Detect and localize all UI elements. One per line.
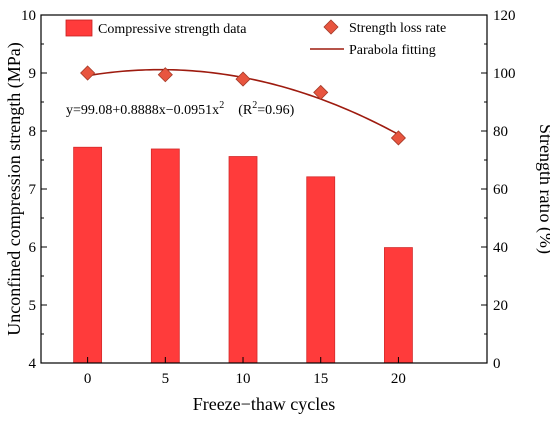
bar-3 xyxy=(306,176,336,364)
y-left-tick-label-0: 4 xyxy=(29,356,37,372)
y-right-tick-label-4: 80 xyxy=(493,124,508,140)
point-2 xyxy=(235,71,251,87)
x-tick-label-3: 15 xyxy=(313,371,328,387)
points-layer xyxy=(80,65,406,146)
y-right-tick-label-0: 0 xyxy=(493,356,501,372)
y-left-tick-label-4: 8 xyxy=(29,124,37,140)
equation-annotation: y=99.08+0.8888x−0.0951x2 (R2=0.96) xyxy=(66,100,295,118)
legend-swatch-bar xyxy=(65,19,93,37)
y-right-tick-label-2: 40 xyxy=(493,240,508,256)
y-left-ticks: 4 5 6 7 8 9 10 xyxy=(21,8,47,372)
bar-0 xyxy=(73,146,103,364)
y-left-axis-title: Unconfined compression strength (MPa) xyxy=(4,42,25,335)
plot-frame xyxy=(40,14,488,364)
point-4 xyxy=(390,130,406,146)
y-left-tick-label-3: 7 xyxy=(29,182,37,198)
x-tick-label-1: 5 xyxy=(162,371,170,387)
legend: Compressive strength data Strength loss … xyxy=(65,19,446,58)
y-left-tick-label-1: 5 xyxy=(29,298,37,314)
y-right-ticks: 0 20 40 60 80 100 120 xyxy=(481,8,516,372)
y-right-tick-label-3: 60 xyxy=(493,182,508,198)
y-left-tick-label-5: 9 xyxy=(29,66,37,82)
bar-2 xyxy=(228,156,258,364)
x-ticks: 0 5 10 15 20 xyxy=(84,357,406,387)
y-right-tick-label-6: 120 xyxy=(493,8,516,24)
bar-1 xyxy=(150,148,180,364)
r2-open: (R xyxy=(238,103,253,118)
equation-exponent: 2 xyxy=(219,100,224,111)
equation-text: y=99.08+0.8888x−0.0951x xyxy=(66,103,219,118)
r2-close: =0.96) xyxy=(257,103,294,118)
r2-exponent: 2 xyxy=(252,100,257,111)
x-tick-label-2: 10 xyxy=(236,371,251,387)
y-left-tick-label-6: 10 xyxy=(21,8,36,24)
point-1 xyxy=(157,67,173,83)
svg-text:y=99.08+0.8888x−0.0951x2(R2=0.: y=99.08+0.8888x−0.0951x2 (R2=0.96) xyxy=(66,100,295,118)
legend-label-bar: Compressive strength data xyxy=(98,22,247,37)
bars-layer xyxy=(73,146,413,364)
bar-4 xyxy=(384,247,413,364)
x-tick-label-0: 0 xyxy=(84,371,92,387)
legend-label-scatter: Strength loss rate xyxy=(349,21,446,36)
y-right-tick-label-5: 100 xyxy=(493,66,516,82)
legend-label-fit: Parabola fitting xyxy=(349,43,436,58)
point-0 xyxy=(80,65,96,81)
point-3 xyxy=(313,84,329,100)
y-right-axis-title: Strength ratio (%) xyxy=(535,124,550,254)
y-right-tick-label-1: 20 xyxy=(493,298,508,314)
y-left-tick-label-2: 6 xyxy=(29,240,37,256)
x-axis-title: Freeze−thaw cycles xyxy=(193,394,336,414)
legend-marker-scatter xyxy=(323,19,339,35)
x-tick-label-4: 20 xyxy=(391,371,406,387)
